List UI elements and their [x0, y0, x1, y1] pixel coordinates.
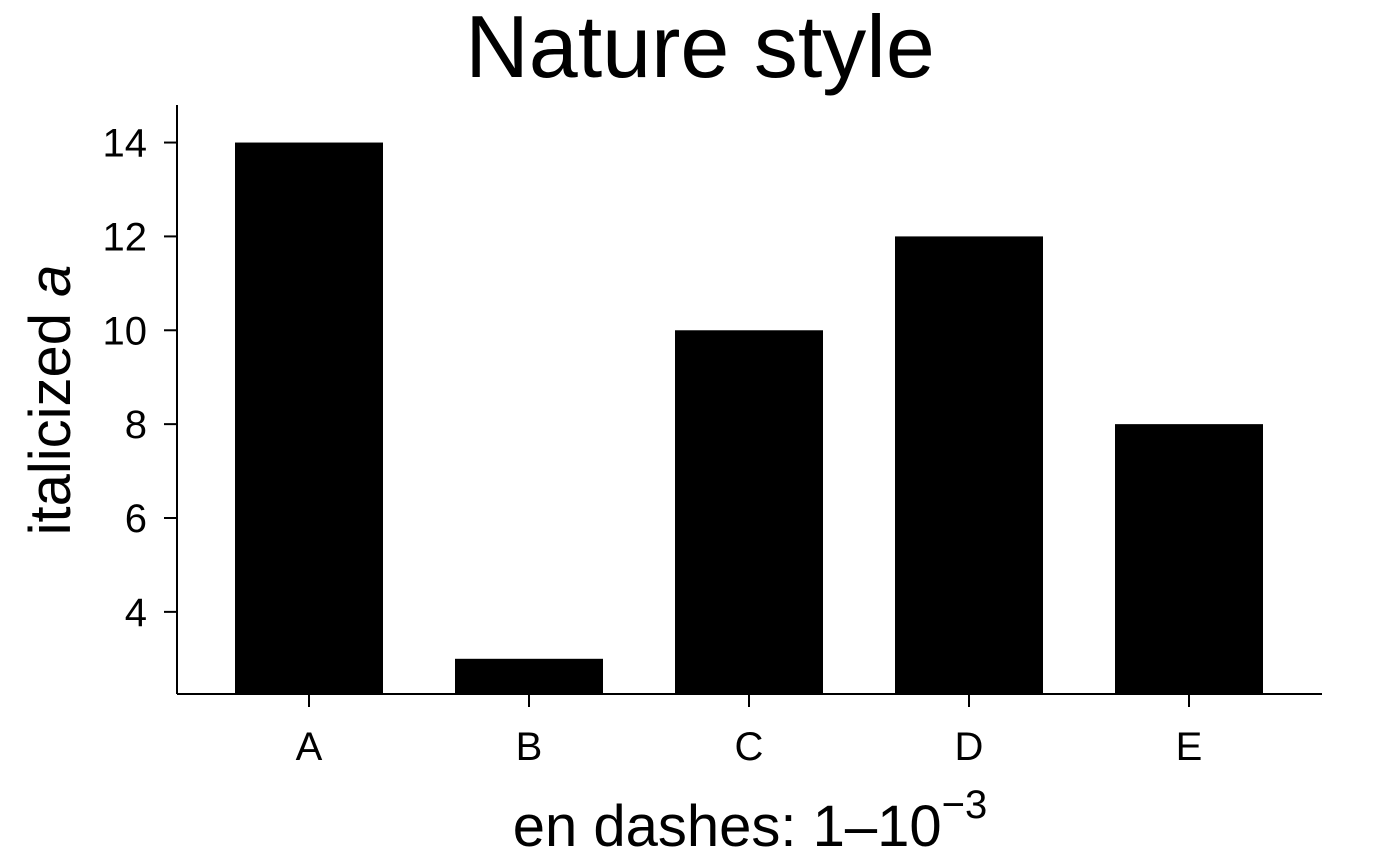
y-tick-label: 12: [103, 215, 148, 259]
y-tick-label: 6: [125, 497, 147, 541]
y-axis: 4 6 8 10 12 14: [103, 105, 178, 694]
y-tick-label: 4: [125, 591, 147, 635]
y-ticks: 4 6 8 10 12 14: [103, 122, 177, 635]
x-ticks: A B C D E: [296, 694, 1203, 769]
bars-layer: [235, 142, 1263, 695]
y-axis-label: italicized a: [18, 265, 83, 536]
y-axis-label-prefix: italicized: [18, 297, 83, 536]
y-axis-label-italic: a: [18, 265, 83, 297]
x-tick-label: C: [735, 725, 764, 769]
y-tick-label: 14: [103, 122, 148, 166]
x-axis: A B C D E: [177, 693, 1322, 769]
bar-b: [455, 658, 603, 694]
bar-d: [895, 236, 1043, 695]
y-tick-label: 10: [103, 309, 148, 353]
x-axis-label-superscript: −3: [942, 783, 988, 827]
x-axis-label-main: en dashes: 1–10: [513, 794, 942, 859]
y-tick-label: 8: [125, 403, 147, 447]
chart-title: Nature style: [465, 0, 935, 96]
x-axis-label: en dashes: 1–10−3: [513, 783, 988, 859]
x-tick-label: B: [516, 725, 543, 769]
bar-a: [235, 142, 383, 694]
x-tick-label: E: [1176, 725, 1203, 769]
bar-c: [675, 330, 823, 694]
x-tick-label: D: [955, 725, 984, 769]
x-tick-label: A: [296, 725, 323, 769]
bar-e: [1115, 424, 1263, 694]
